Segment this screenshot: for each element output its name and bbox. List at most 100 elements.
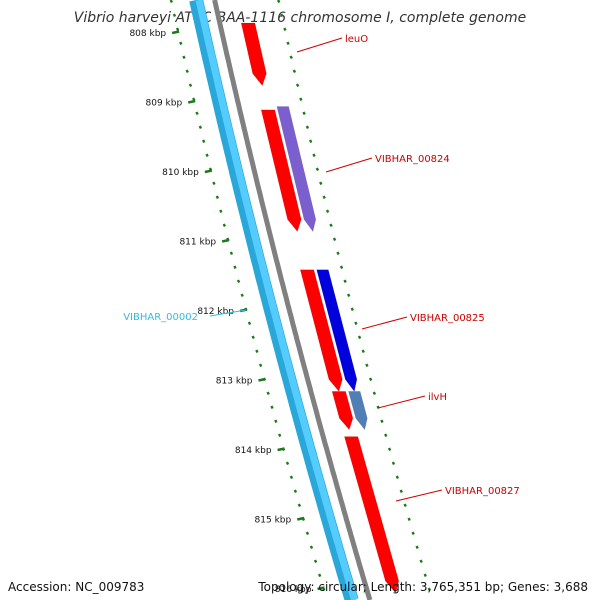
features xyxy=(240,22,400,594)
minor-tick xyxy=(423,573,427,578)
tick-label: 815 kbp xyxy=(255,516,292,526)
minor-tick xyxy=(329,223,333,228)
map-title: Vibrio harveyi ATCC BAA-1116 chromosome … xyxy=(74,10,526,26)
tick-label: 812 kbp xyxy=(197,307,234,317)
backbone-line xyxy=(212,0,373,600)
tick-label: 811 kbp xyxy=(179,238,216,248)
minor-tick xyxy=(219,209,223,214)
tick-label: 816 kbp xyxy=(275,585,312,595)
label-leader xyxy=(395,489,443,502)
minor-tick xyxy=(339,265,344,270)
minor-tick xyxy=(212,181,216,186)
minor-tick xyxy=(286,41,290,46)
feature-labels: leuO VIBHAR_00824 VIBHAR_00825 ilvH VIBHAR_0… xyxy=(123,34,520,502)
strand-inner xyxy=(195,0,358,600)
minor-tick xyxy=(274,419,278,424)
major-tick xyxy=(277,447,285,452)
minor-tick xyxy=(312,153,316,158)
minor-tick xyxy=(297,503,302,508)
cds-arrow[interactable] xyxy=(240,22,267,87)
minor-tick xyxy=(205,153,209,158)
minor-tick xyxy=(285,461,290,466)
label-leader xyxy=(296,37,343,53)
minor-tick xyxy=(407,517,411,522)
cds-arrow[interactable] xyxy=(260,109,302,233)
minor-tick xyxy=(280,13,284,18)
minor-tick xyxy=(368,377,373,382)
cds-arrow[interactable] xyxy=(299,269,343,393)
tick-label: 809 kbp xyxy=(146,99,183,109)
minor-tick xyxy=(255,349,259,354)
gene-arrow[interactable] xyxy=(316,269,358,393)
tick-label: 810 kbp xyxy=(162,168,199,178)
minor-tick xyxy=(179,41,183,46)
minor-tick xyxy=(185,69,189,74)
minor-tick xyxy=(372,391,377,396)
minor-tick xyxy=(215,195,220,200)
minor-tick xyxy=(305,125,310,130)
gene-arrow[interactable] xyxy=(348,391,368,431)
minor-tick xyxy=(305,531,310,536)
minor-tick xyxy=(350,307,354,312)
tick-label: 813 kbp xyxy=(216,377,253,387)
cds-arrow[interactable] xyxy=(344,436,400,594)
label-leader xyxy=(325,157,373,173)
minor-tick xyxy=(415,545,419,550)
minor-tick xyxy=(266,391,270,396)
minor-tick xyxy=(299,97,303,102)
minor-tick xyxy=(172,13,177,18)
minor-tick xyxy=(357,335,362,340)
cds-arrow[interactable] xyxy=(331,391,354,431)
accession-text: Accession: NC_009783 xyxy=(8,580,145,594)
minor-tick xyxy=(247,321,252,326)
gene-label[interactable]: VIBHAR_00827 xyxy=(445,486,520,497)
gene-label[interactable]: VIBHAR_00002 xyxy=(123,312,198,323)
minor-tick xyxy=(278,433,282,438)
minor-tick xyxy=(419,559,423,564)
tick-label: 808 kbp xyxy=(129,29,166,39)
minor-tick xyxy=(319,181,323,186)
minor-tick xyxy=(313,559,318,564)
minor-tick xyxy=(240,293,244,298)
gene-label[interactable]: VIBHAR_00825 xyxy=(410,313,485,324)
minor-tick xyxy=(411,531,415,536)
minor-tick xyxy=(354,321,358,326)
minor-tick xyxy=(283,27,287,32)
minor-tick xyxy=(198,125,203,130)
gene-arrow[interactable] xyxy=(276,106,317,233)
gene-label[interactable]: leuO xyxy=(345,34,368,45)
major-tick xyxy=(317,586,325,591)
major-tick xyxy=(258,377,266,382)
label-leader xyxy=(377,395,426,409)
minor-tick xyxy=(309,139,313,144)
minor-tick xyxy=(365,363,369,368)
major-tick xyxy=(204,169,213,174)
minor-tick xyxy=(302,111,306,116)
label-leader xyxy=(209,309,247,317)
minor-tick xyxy=(277,0,281,4)
minor-tick xyxy=(236,279,241,284)
minor-tick xyxy=(175,27,180,32)
gene-label[interactable]: VIBHAR_00824 xyxy=(375,154,450,165)
minor-tick xyxy=(395,475,400,480)
topology-text: Topology: circular; Length: 3,765,351 bp… xyxy=(258,580,588,594)
minor-tick xyxy=(399,489,403,494)
minor-tick xyxy=(188,83,193,88)
minor-tick xyxy=(222,223,227,228)
minor-tick xyxy=(391,461,396,466)
minor-tick xyxy=(347,293,351,298)
minor-tick xyxy=(322,195,326,200)
gene-label[interactable]: ilvH xyxy=(428,392,447,403)
minor-tick xyxy=(289,475,294,480)
minor-tick xyxy=(361,349,365,354)
minor-tick xyxy=(343,279,347,284)
strand-gap xyxy=(208,0,369,600)
major-tick xyxy=(187,99,196,104)
minor-tick xyxy=(332,237,337,242)
minor-tick xyxy=(289,55,293,60)
minor-tick xyxy=(270,405,274,410)
minor-tick xyxy=(427,587,431,592)
minor-tick xyxy=(315,167,320,172)
minor-tick xyxy=(336,251,340,256)
